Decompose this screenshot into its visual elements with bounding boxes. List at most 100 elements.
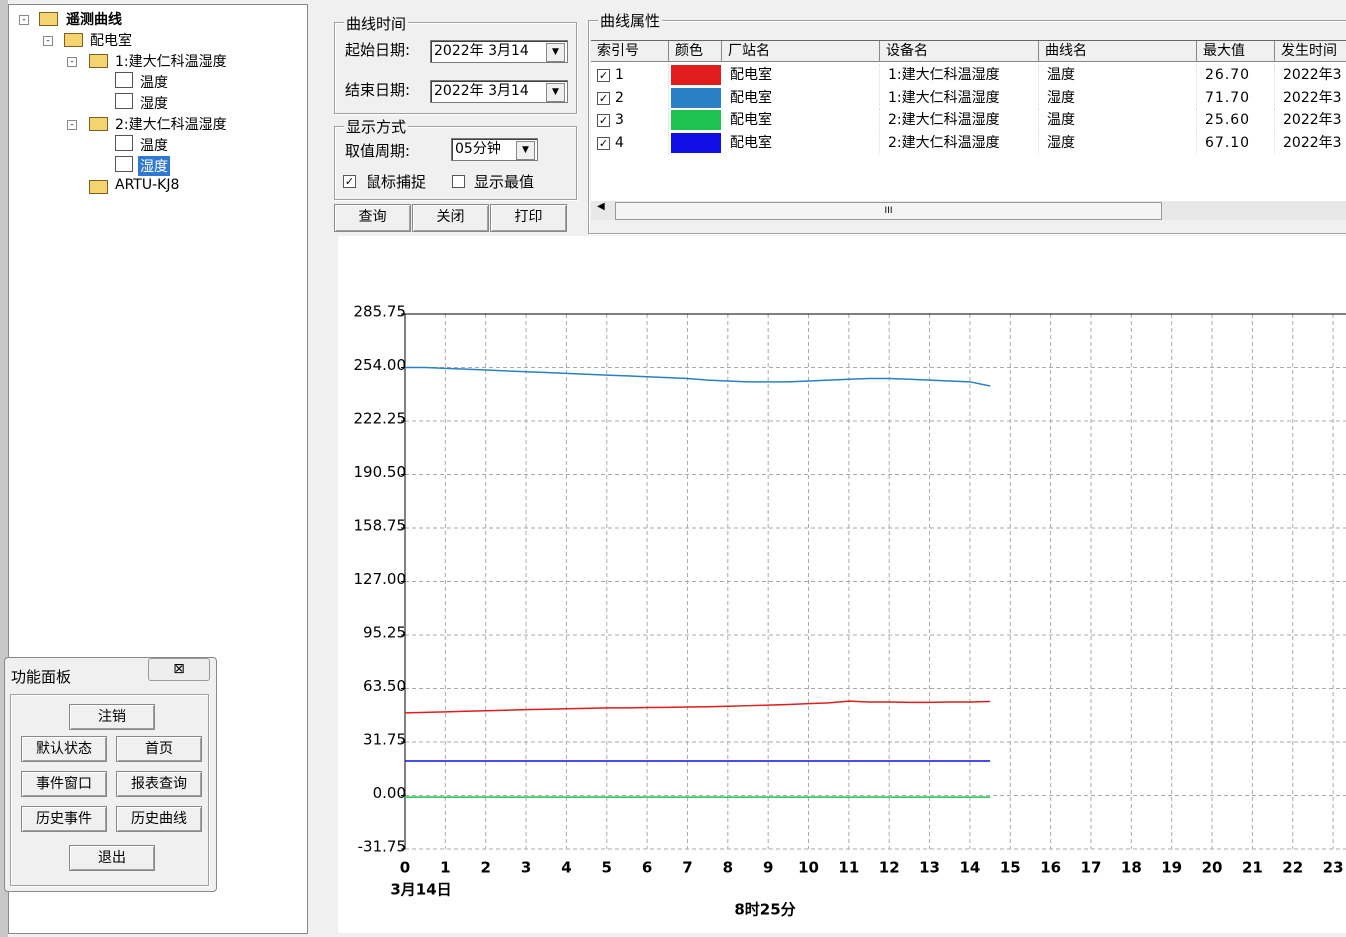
expander[interactable]: - (67, 57, 77, 67)
tree-item[interactable]: 2:建大仁科温湿度 (115, 117, 227, 133)
x-tick-label: 10 (798, 859, 819, 877)
x-tick-label: 11 (838, 859, 859, 877)
scroll-thumb[interactable]: III (615, 202, 1162, 220)
field-label: 取值周期: (345, 142, 411, 160)
tree-item-selected[interactable]: 湿度 (138, 156, 170, 176)
tree-item[interactable]: 配电室 (90, 33, 132, 49)
column-header[interactable]: 设备名 (880, 41, 1039, 62)
panel-button[interactable]: 历史曲线 (116, 806, 202, 832)
print-button[interactable]: 打印 (490, 204, 567, 232)
column-header[interactable]: 索引号 (591, 41, 669, 62)
row-checkbox[interactable]: ✓ (597, 114, 610, 127)
table-cell: 3 (607, 109, 669, 131)
y-tick-label: 285.75 (354, 303, 407, 321)
y-tick-label: 254.00 (354, 356, 407, 374)
close-button[interactable]: 关闭 (412, 204, 489, 232)
group-title: 曲线属性 (598, 10, 663, 31)
dropdown-button[interactable]: ▼ (546, 83, 565, 102)
y-tick-label: 0.00 (373, 784, 406, 802)
y-tick-label: 158.75 (354, 517, 407, 535)
close-button[interactable]: ⊠ (148, 658, 210, 681)
x-tick-label: 3 (521, 859, 531, 877)
curve-table: ◀ III 索引号 颜色 厂站名 设备名 曲线名 最大值 发生时间 1 配电室 1:建大仁科温湿度… (591, 0, 1346, 222)
table-cell: 2:建大仁科温湿度 (880, 131, 1039, 154)
panel-button[interactable]: 报表查询 (116, 771, 202, 797)
panel-button[interactable]: 事件窗口 (21, 771, 107, 797)
column-header[interactable]: 发生时间 (1275, 41, 1346, 62)
row-checkbox[interactable]: ✓ (597, 136, 610, 150)
x-tick-label: 0 (400, 859, 410, 877)
row-checkbox[interactable]: ✓ (597, 69, 610, 82)
row-checkbox[interactable]: ✓ (597, 91, 610, 105)
y-tick-label: 190.50 (354, 463, 407, 481)
folder-icon (39, 12, 58, 26)
group-box (334, 22, 577, 114)
x-tick-label: 21 (1242, 859, 1263, 877)
tree-item[interactable]: 温度 (140, 138, 168, 154)
chart: 3月14日 8时25分 -31.750.0031.7563.5095.25127… (338, 236, 1346, 933)
tree-item[interactable]: 遥测曲线 (66, 12, 122, 28)
checkbox-label[interactable]: 显示最值 (474, 173, 535, 191)
expander[interactable]: - (67, 120, 77, 130)
x-tick-label: 8 (723, 859, 733, 877)
date-value: 2022年 3月14 (434, 43, 529, 59)
table-cell: 配电室 (722, 131, 880, 154)
group-title: 显示方式 (344, 116, 409, 137)
table-cell: 配电室 (722, 109, 880, 131)
checkbox[interactable]: ✓ (343, 175, 356, 188)
x-tick-label: 4 (561, 859, 571, 877)
column-header[interactable]: 曲线名 (1039, 41, 1197, 62)
table-cell: 1:建大仁科温湿度 (880, 86, 1039, 109)
checkbox-label[interactable]: 鼠标捕捉 (366, 173, 427, 191)
scrollbar[interactable]: ◀ III (591, 201, 1346, 220)
panel-button[interactable]: 退出 (69, 845, 155, 871)
x-tick-label: 20 (1202, 859, 1223, 877)
tree-item[interactable]: 1:建大仁科温湿度 (115, 54, 227, 70)
panel-button[interactable]: 首页 (116, 736, 202, 762)
expander[interactable]: - (19, 15, 29, 25)
period-select[interactable]: 05分钟 ▼ (451, 138, 538, 161)
x-tick-label: 15 (1000, 859, 1021, 877)
table-cell: 温度 (1039, 64, 1197, 86)
expander[interactable]: - (43, 36, 53, 46)
group-title: 曲线时间 (344, 13, 409, 34)
date-picker[interactable]: 2022年 3月14 ▼ (430, 40, 568, 63)
folder-icon (89, 54, 108, 68)
column-header[interactable]: 最大值 (1197, 41, 1275, 62)
date-picker[interactable]: 2022年 3月14 ▼ (430, 80, 568, 103)
tree-item[interactable]: 湿度 (140, 96, 168, 112)
column-header[interactable]: 厂站名 (722, 41, 880, 62)
x-tick-label: 2 (480, 859, 490, 877)
table-cell: 湿度 (1039, 86, 1197, 109)
table-cell: 2:建大仁科温湿度 (880, 109, 1039, 131)
query-button[interactable]: 查询 (334, 204, 411, 232)
curve-icon (115, 135, 133, 151)
x-tick-label: 23 (1323, 859, 1344, 877)
x-date-label: 3月14日 (390, 881, 451, 899)
panel-title: 功能面板 (11, 668, 72, 686)
table-cell: 67.10 (1197, 131, 1275, 154)
x-tick-label: 5 (602, 859, 612, 877)
table-cell: 2 (607, 86, 669, 109)
color-swatch (671, 110, 721, 130)
scroll-arrow[interactable]: ◀ (597, 201, 605, 212)
color-swatch (671, 87, 721, 108)
checkbox[interactable] (452, 175, 465, 188)
tree-item[interactable]: ARTU-KJ8 (115, 177, 180, 193)
column-header[interactable]: 颜色 (669, 41, 722, 62)
tree-item[interactable]: 温度 (140, 75, 168, 91)
table-cell: 配电室 (722, 64, 880, 86)
folder-icon (89, 180, 108, 194)
panel-button[interactable]: 历史事件 (21, 806, 107, 832)
table-cell: 71.70 (1197, 86, 1275, 109)
panel-button[interactable]: 注销 (69, 704, 155, 730)
curve-icon (115, 93, 133, 109)
x-tick-label: 13 (919, 859, 940, 877)
color-swatch (671, 132, 721, 153)
series-line (404, 700, 991, 714)
dropdown-button[interactable]: ▼ (516, 141, 535, 160)
panel-button[interactable]: 默认状态 (21, 736, 107, 762)
x-tick-label: 7 (682, 859, 692, 877)
dropdown-button[interactable]: ▼ (546, 43, 565, 62)
x-tick-label: 16 (1040, 859, 1061, 877)
